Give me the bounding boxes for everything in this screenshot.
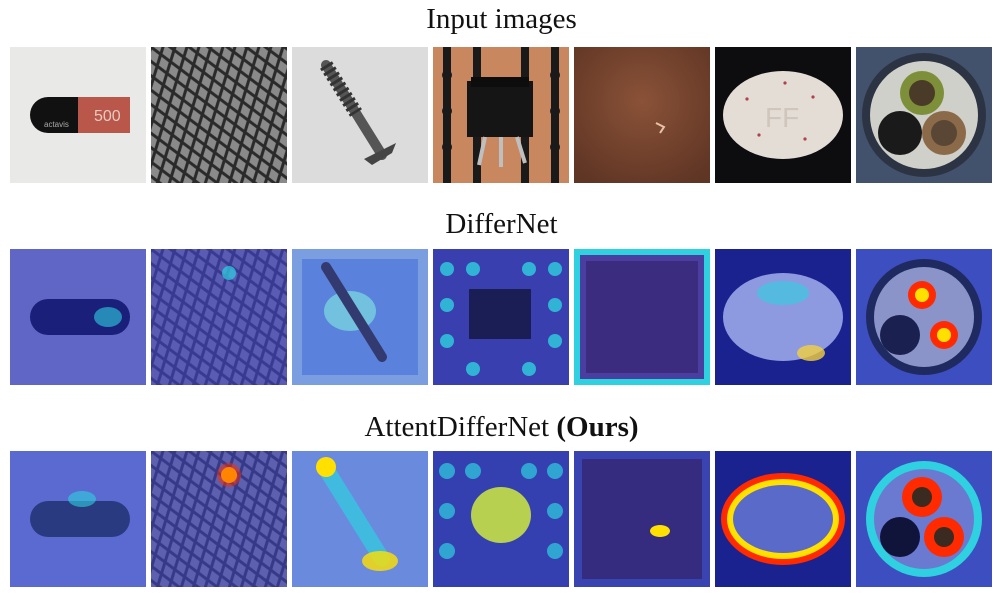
differnet-screw-heatmap [292,249,428,385]
input-leather-image [574,47,710,183]
attentdiffernet-transistor-heatmap [433,451,569,587]
row-title-ours: (Ours) [556,411,639,443]
row-title-differnet: DifferNet [0,207,1003,241]
input-transistor-image [433,47,569,183]
pill-print-text: FF [765,102,799,133]
input-capsule-image: 500 actavis [10,47,146,183]
attentdiffernet-pill-heatmap [715,451,851,587]
differnet-pill-heatmap [715,249,851,385]
attentdiffernet-leather-heatmap [574,451,710,587]
capsule-print-text: 500 [94,108,121,125]
attentdiffernet-capsule-heatmap [10,451,146,587]
input-pill-image: FF [715,47,851,183]
attentdiffernet-screw-heatmap [292,451,428,587]
differnet-cable-heatmap [856,249,992,385]
row-title-text: DifferNet [445,208,558,240]
attentdiffernet-cable-heatmap [856,451,992,587]
differnet-transistor-heatmap [433,249,569,385]
row-title-input-images: Input images [0,2,1003,36]
input-cable-image [856,47,992,183]
differnet-grid-heatmap [151,249,287,385]
row-title-attentdiffernet: AttentDifferNet (Ours) [0,410,1003,444]
capsule-brand-text: actavis [44,120,69,129]
input-grid-image [151,47,287,183]
attentdiffernet-grid-heatmap [151,451,287,587]
row-title-text: Input images [426,3,577,35]
row-title-text: AttentDifferNet [364,411,557,443]
input-screw-image [292,47,428,183]
differnet-capsule-heatmap [10,249,146,385]
differnet-leather-heatmap [574,249,710,385]
